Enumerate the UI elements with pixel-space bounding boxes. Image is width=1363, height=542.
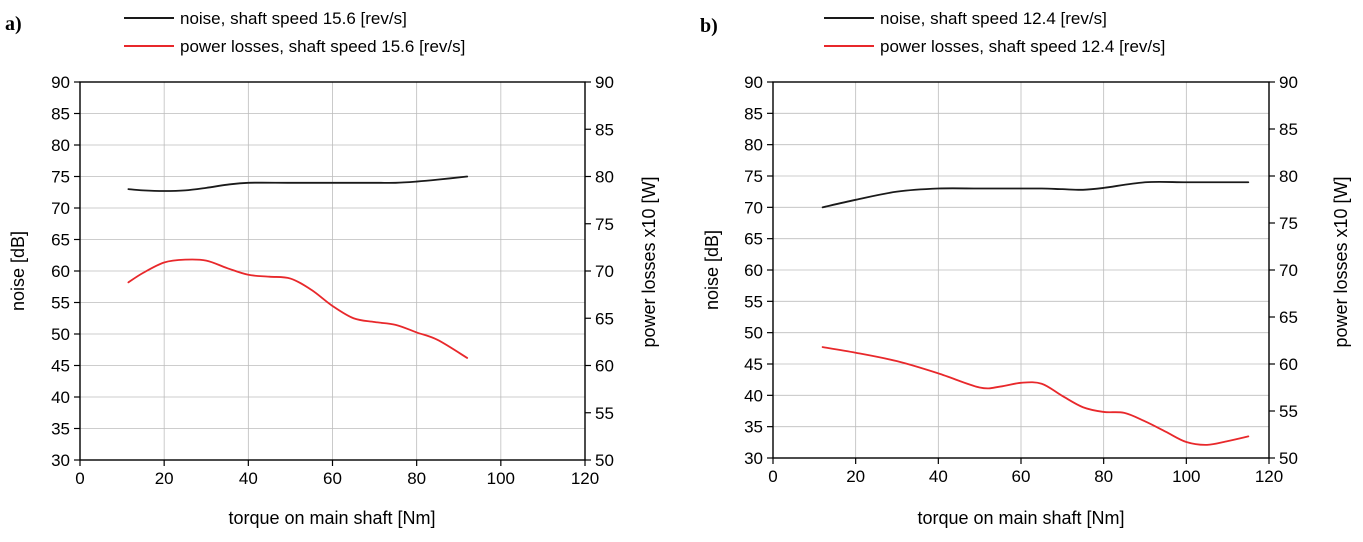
y2-tick-label: 70 bbox=[595, 262, 614, 281]
legend-label-power: power losses, shaft speed 15.6 [rev/s] bbox=[180, 37, 465, 56]
y-tick-label: 90 bbox=[744, 73, 763, 92]
y2-tick-label: 90 bbox=[1279, 73, 1298, 92]
y-tick-label: 40 bbox=[51, 388, 70, 407]
y2-tick-label: 80 bbox=[595, 168, 614, 187]
y-tick-label: 85 bbox=[51, 105, 70, 124]
y-tick-label: 35 bbox=[51, 420, 70, 439]
x-tick-label: 100 bbox=[1172, 467, 1200, 486]
legend-label-noise: noise, shaft speed 15.6 [rev/s] bbox=[180, 9, 407, 28]
y2-tick-label: 75 bbox=[1279, 214, 1298, 233]
y-tick-label: 30 bbox=[744, 449, 763, 468]
grid bbox=[773, 82, 1269, 458]
y2-tick-label: 65 bbox=[595, 309, 614, 328]
series-line-power-losses bbox=[127, 258, 469, 359]
y-tick-label: 55 bbox=[51, 294, 70, 313]
x-tick-label: 80 bbox=[407, 469, 426, 488]
y2-tick-label: 60 bbox=[595, 357, 614, 376]
y2-tick-label: 90 bbox=[595, 73, 614, 92]
y2-tick-label: 55 bbox=[1279, 402, 1298, 421]
y-tick-label: 70 bbox=[51, 199, 70, 218]
x-axis-title: torque on main shaft [Nm] bbox=[917, 508, 1124, 528]
y-tick-label: 60 bbox=[51, 262, 70, 281]
series-line-noise bbox=[127, 175, 469, 192]
y2-tick-label: 65 bbox=[1279, 308, 1298, 327]
x-tick-label: 120 bbox=[1255, 467, 1283, 486]
y2-tick-label: 50 bbox=[595, 451, 614, 470]
y-tick-label: 45 bbox=[51, 357, 70, 376]
y-tick-label: 50 bbox=[51, 325, 70, 344]
x-tick-label: 60 bbox=[1012, 467, 1031, 486]
x-tick-label: 0 bbox=[75, 469, 84, 488]
x-axis-title: torque on main shaft [Nm] bbox=[228, 508, 435, 528]
series-line-noise bbox=[821, 180, 1250, 209]
x-tick-label: 20 bbox=[155, 469, 174, 488]
series bbox=[821, 180, 1250, 446]
y-tick-label: 50 bbox=[744, 324, 763, 343]
y-tick-label: 40 bbox=[744, 386, 763, 405]
y-tick-label: 45 bbox=[744, 355, 763, 374]
y-tick-label: 70 bbox=[744, 198, 763, 217]
y2-tick-label: 80 bbox=[1279, 167, 1298, 186]
legend-label-power: power losses, shaft speed 12.4 [rev/s] bbox=[880, 37, 1165, 56]
series bbox=[127, 175, 469, 359]
y-tick-label: 60 bbox=[744, 261, 763, 280]
y-tick-label: 85 bbox=[744, 104, 763, 123]
ticks: 0 20 40 60 80 100 120 30 35 40 45 50 55 60 65 70 75 80 85 9… bbox=[744, 73, 1298, 486]
y2-tick-label: 55 bbox=[595, 404, 614, 423]
legend: noise, shaft speed 15.6 [rev/s] power lo… bbox=[124, 9, 465, 56]
grid bbox=[80, 82, 585, 460]
y2-tick-label: 60 bbox=[1279, 355, 1298, 374]
x-tick-label: 100 bbox=[487, 469, 515, 488]
y-tick-label: 80 bbox=[744, 136, 763, 155]
y-tick-label: 90 bbox=[51, 73, 70, 92]
ticks: 0 20 40 60 80 100 120 30 35 40 45 50 55 60 65 70 75 80 85 9… bbox=[51, 73, 614, 488]
legend-label-noise: noise, shaft speed 12.4 [rev/s] bbox=[880, 9, 1107, 28]
x-tick-label: 20 bbox=[846, 467, 865, 486]
x-tick-label: 40 bbox=[239, 469, 258, 488]
y2-tick-label: 50 bbox=[1279, 449, 1298, 468]
y-tick-label: 65 bbox=[51, 231, 70, 250]
y-tick-label: 30 bbox=[51, 451, 70, 470]
y-tick-label: 75 bbox=[744, 167, 763, 186]
y2-tick-label: 70 bbox=[1279, 261, 1298, 280]
x-tick-label: 0 bbox=[768, 467, 777, 486]
y2-axis-title: power losses x10 [W] bbox=[1331, 176, 1351, 347]
panel-label: b) bbox=[700, 15, 718, 37]
x-tick-label: 60 bbox=[323, 469, 342, 488]
series-line-power-losses bbox=[821, 346, 1250, 446]
chart-panel-a: a) noise, shaft speed 15.6 [rev/s] power… bbox=[5, 9, 659, 528]
panel-label: a) bbox=[5, 13, 22, 35]
y2-tick-label: 85 bbox=[1279, 120, 1298, 139]
y-tick-label: 80 bbox=[51, 136, 70, 155]
chart-panel-b: b) noise, shaft speed 12.4 [rev/s] power… bbox=[700, 9, 1351, 528]
legend: noise, shaft speed 12.4 [rev/s] power lo… bbox=[824, 9, 1165, 56]
y2-tick-label: 85 bbox=[595, 120, 614, 139]
y-tick-label: 65 bbox=[744, 230, 763, 249]
x-tick-label: 40 bbox=[929, 467, 948, 486]
y-axis-title: noise [dB] bbox=[8, 231, 28, 311]
y-axis-title: noise [dB] bbox=[702, 230, 722, 310]
y-tick-label: 75 bbox=[51, 168, 70, 187]
x-tick-label: 120 bbox=[571, 469, 599, 488]
y2-tick-label: 75 bbox=[595, 215, 614, 234]
y2-axis-title: power losses x10 [W] bbox=[639, 176, 659, 347]
y-tick-label: 35 bbox=[744, 418, 763, 437]
y-tick-label: 55 bbox=[744, 292, 763, 311]
x-tick-label: 80 bbox=[1094, 467, 1113, 486]
